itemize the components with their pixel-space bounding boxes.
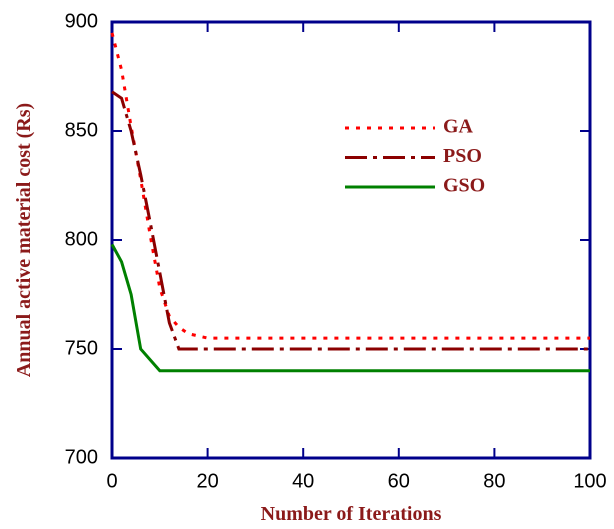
x-axis-label: Number of Iterations <box>261 503 442 525</box>
y-tick-label: 700 <box>65 446 98 468</box>
y-tick-label: 850 <box>65 119 98 141</box>
y-tick-label: 800 <box>65 228 98 250</box>
legend-label: PSO <box>443 145 482 167</box>
x-tick-label: 40 <box>292 470 314 492</box>
plot-frame <box>110 20 592 460</box>
y-tick-label: 900 <box>65 10 98 32</box>
y-axis-label: Annual active material cost (Rs) <box>13 103 35 377</box>
line-series <box>110 243 590 373</box>
x-tick-label: 0 <box>106 470 117 492</box>
x-tick-label: 60 <box>388 470 410 492</box>
x-tick-label: 100 <box>573 470 606 492</box>
x-tick-label: 80 <box>483 470 505 492</box>
line-series <box>110 32 590 340</box>
legend-label: GSO <box>443 175 485 197</box>
x-tick-label: 20 <box>196 470 218 492</box>
y-tick-label: 750 <box>65 337 98 359</box>
legend-label: GA <box>443 116 474 138</box>
line-series <box>111 90 590 351</box>
